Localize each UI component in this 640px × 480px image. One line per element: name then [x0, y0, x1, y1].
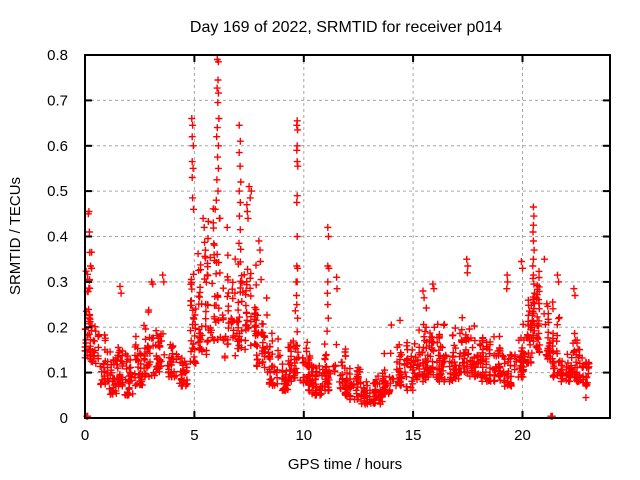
y-tick-label: 0.8: [47, 47, 68, 64]
y-axis-label: SRMTID / TECUs: [7, 177, 24, 295]
y-tick-label: 0.3: [47, 274, 68, 291]
x-tick-label: 10: [295, 427, 312, 444]
y-tick-label: 0.1: [47, 365, 68, 382]
x-tick-label: 0: [81, 427, 89, 444]
x-tick-label: 15: [405, 427, 422, 444]
x-tick-label: 5: [190, 427, 198, 444]
data-points: [81, 56, 593, 420]
data-points-layer: [81, 56, 593, 420]
y-tick-label: 0.7: [47, 92, 68, 109]
y-tick-label: 0.2: [47, 319, 68, 336]
x-axis-label: GPS time / hours: [288, 456, 402, 473]
tick-labels: 0 5 10 15 20 0 0.1 0.2 0.3 0.4 0.5 0.6 0.7 0.8: [47, 47, 531, 444]
y-tick-label: 0: [60, 410, 68, 427]
y-tick-label: 0.4: [47, 229, 68, 246]
y-tick-label: 0.5: [47, 183, 68, 200]
chart-title: Day 169 of 2022, SRMTID for receiver p01…: [190, 19, 502, 36]
x-tick-label: 20: [514, 427, 531, 444]
y-tick-label: 0.6: [47, 138, 68, 155]
axis-ticks: [84, 54, 610, 419]
